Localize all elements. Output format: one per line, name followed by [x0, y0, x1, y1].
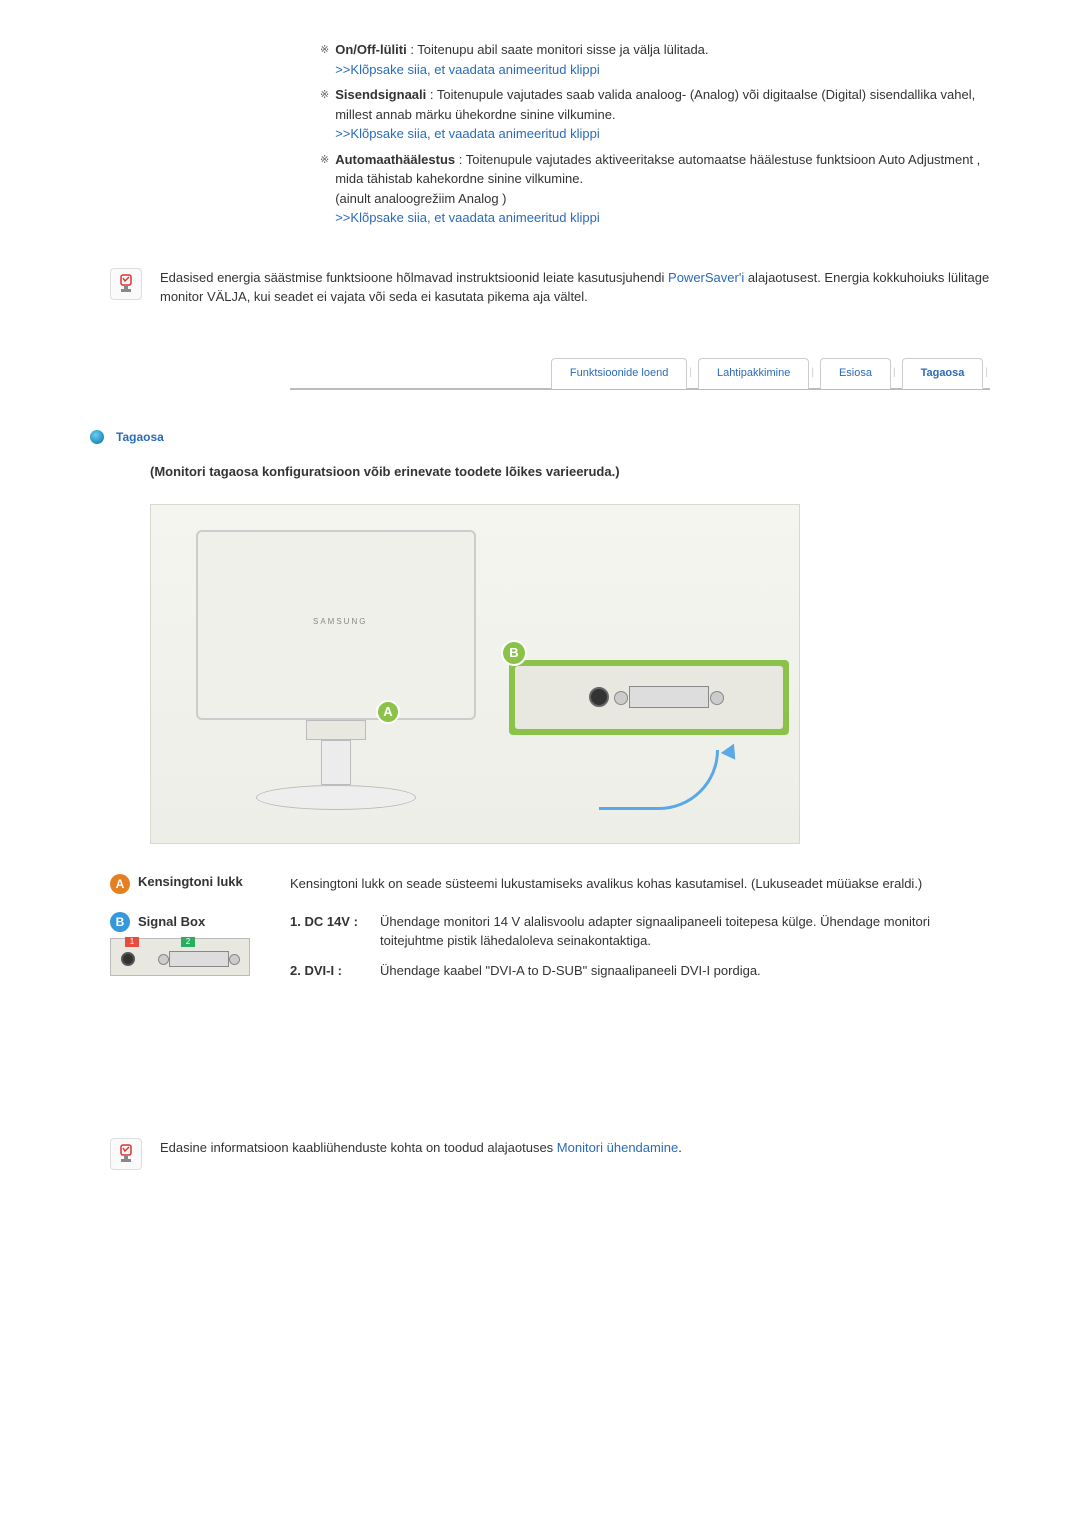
section-header: Tagaosa [90, 430, 990, 444]
animated-clip-link[interactable]: >>Klõpsake siia, et vaadata animeeritud … [335, 208, 990, 228]
signal-box-body: 1. DC 14V : Ühendage monitori 14 V alali… [290, 912, 990, 991]
label-column: A Kensingtoni lukk [110, 874, 290, 894]
callout-label-b: B [501, 640, 527, 666]
reference-mark-icon: ※ [320, 42, 329, 79]
powersaver-note: Edasised energia säästmise funktsioone h… [110, 268, 990, 307]
callout-label-a: A [376, 700, 400, 724]
monitor-back-panel: SAMSUNG [196, 530, 476, 720]
monitor-back-figure: SAMSUNG A B [150, 504, 800, 844]
tab-front[interactable]: Esiosa [820, 358, 891, 389]
badge-b: B [110, 912, 130, 932]
bullet-input-signal: ※ Sisendsignaali : Toitenupule vajutades… [320, 85, 990, 144]
tab-separator: | [983, 367, 990, 378]
bullet-label: On/Off-lüliti [335, 42, 406, 57]
signal-box-zoom [509, 660, 789, 735]
reference-mark-icon: ※ [320, 87, 329, 144]
connecting-monitor-note: Edasine informatsioon kaabliühenduste ko… [110, 1138, 990, 1170]
bullet-body: Sisendsignaali : Toitenupule vajutades s… [335, 85, 990, 144]
signal-box-inner [515, 666, 783, 729]
animated-clip-link[interactable]: >>Klõpsake siia, et vaadata animeeritud … [335, 124, 990, 144]
signal-box-label: Signal Box [138, 914, 205, 929]
tab-features[interactable]: Funktsioonide loend [551, 358, 687, 389]
port-number-2: 2 [181, 937, 195, 947]
feature-bullets: ※ On/Off-lüliti : Toitenupu abil saate m… [320, 40, 990, 228]
tab-separator: | [687, 367, 694, 378]
bullet-label: Automaathäälestus [335, 152, 455, 167]
bullet-text: : Toitenupu abil saate monitori sisse ja… [407, 42, 709, 57]
dc-text: Ühendage monitori 14 V alalisvoolu adapt… [380, 912, 990, 951]
bullet-extra: (ainult analoogrežiim Analog ) [335, 189, 990, 209]
bullet-body: Automaathäälestus : Toitenupule vajutade… [335, 150, 990, 228]
section-bullet-icon [90, 430, 104, 444]
note-icon [110, 268, 142, 300]
note-post: . [678, 1140, 682, 1155]
monitor-base [256, 785, 416, 810]
port-dc-row: 1. DC 14V : Ühendage monitori 14 V alali… [290, 912, 990, 951]
note-text: Edasised energia säästmise funktsioone h… [160, 268, 990, 307]
note-pre: Edasine informatsioon kaabliühenduste ko… [160, 1140, 557, 1155]
section-title: Tagaosa [116, 430, 164, 444]
tab-unpacking[interactable]: Lahtipakkimine [698, 358, 809, 389]
bullet-body: On/Off-lüliti : Toitenupu abil saate mon… [335, 40, 990, 79]
reference-mark-icon: ※ [320, 152, 329, 228]
arrow-head-icon [721, 740, 741, 759]
signal-box-thumbnail: 1 2 [110, 938, 250, 976]
tab-separator: | [809, 367, 816, 378]
port-number-1: 1 [125, 937, 139, 947]
monitor-hinge [306, 720, 366, 740]
bullet-text: : Toitenupule vajutades saab valida anal… [335, 87, 975, 122]
zoom-arrow-icon [599, 750, 719, 810]
bullet-auto-adjust: ※ Automaathäälestus : Toitenupule vajuta… [320, 150, 990, 228]
bullet-onoff: ※ On/Off-lüliti : Toitenupu abil saate m… [320, 40, 990, 79]
port-dvi-row: 2. DVI-I : Ühendage kaabel "DVI-A to D-S… [290, 961, 990, 981]
bullet-label: Sisendsignaali [335, 87, 426, 102]
dvi-port-icon [169, 951, 229, 967]
description-kensington: A Kensingtoni lukk Kensingtoni lukk on s… [110, 874, 990, 894]
tab-back[interactable]: Tagaosa [902, 358, 984, 389]
powersaver-link[interactable]: PowerSaver'i [668, 270, 744, 285]
dvi-port-icon [629, 686, 709, 708]
dvi-label: 2. DVI-I : [290, 961, 380, 981]
note-pre: Edasised energia säästmise funktsioone h… [160, 270, 668, 285]
monitor-neck [321, 740, 351, 785]
section-tabs: Funktsioonide loend | Lahtipakkimine | E… [290, 357, 990, 390]
samsung-logo: SAMSUNG [313, 617, 367, 626]
note-icon [110, 1138, 142, 1170]
animated-clip-link[interactable]: >>Klõpsake siia, et vaadata animeeritud … [335, 60, 990, 80]
badge-a: A [110, 874, 130, 894]
dvi-text: Ühendage kaabel "DVI-A to D-SUB" signaal… [380, 961, 990, 981]
label-column: B Signal Box 1 2 [110, 912, 290, 976]
dc-label: 1. DC 14V : [290, 912, 380, 951]
dc-port-icon [121, 952, 135, 966]
kensington-text: Kensingtoni lukk on seade süsteemi lukus… [290, 874, 990, 894]
dc-port-icon [589, 687, 609, 707]
section-note: (Monitori tagaosa konfiguratsioon võib e… [150, 464, 990, 479]
connecting-monitor-link[interactable]: Monitori ühendamine [557, 1140, 678, 1155]
kensington-label: Kensingtoni lukk [138, 874, 243, 889]
description-signal-box: B Signal Box 1 2 1. DC 14V : Ühendage mo… [110, 912, 990, 991]
note-text: Edasine informatsioon kaabliühenduste ko… [160, 1138, 990, 1158]
tab-separator: | [891, 367, 898, 378]
